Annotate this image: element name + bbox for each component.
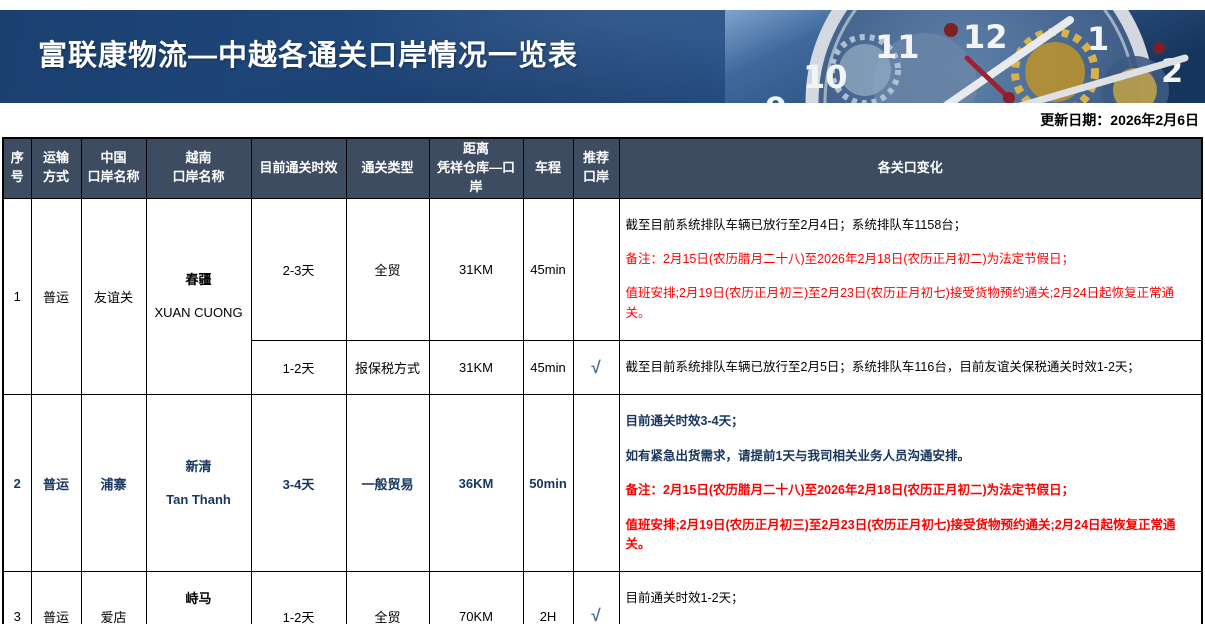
cell-recommend	[572, 197, 620, 342]
svg-text:1: 1	[1087, 20, 1109, 58]
cell-transport: 普运	[30, 571, 82, 624]
note-line: 截至目前系统排队车辆已放行至2月4日；系统排队车1158台；	[625, 217, 967, 232]
cell-distance: 31KM	[428, 340, 524, 396]
col-header-vn-port: 越南 口岸名称	[145, 137, 252, 199]
vn-port-cn: 峙马	[185, 591, 212, 607]
cell-time: 1-2天	[250, 571, 347, 624]
cell-notes: 目前通关时效3-4天； 如有紧急出货需求，请提前1天与我司相关业务人员沟通安排。…	[618, 394, 1203, 573]
table-row-puzhai: 2 普运 浦寨 新清 Tan Thanh 3-4天 一般贸易 36KM 50mi…	[2, 394, 1203, 573]
note-line: 如有紧急出货需求，请提前1天与我司相关业务人员沟通安排。	[625, 448, 970, 463]
top-margin	[0, 0, 1205, 10]
svg-text:10: 10	[803, 58, 848, 96]
note-line: 目前通关时效3-4天；	[625, 414, 744, 429]
cell-cn-port: 浦寨	[80, 394, 147, 573]
cell-cn-port: 友谊关	[80, 197, 147, 396]
cell-time: 3-4天	[250, 394, 347, 573]
banner: 富联康物流—中越各通关口岸情况一览表	[0, 10, 1205, 103]
page-title: 富联康物流—中越各通关口岸情况一览表	[38, 40, 579, 72]
col-header-transport: 运输 方式	[30, 137, 82, 199]
cell-type: 全贸	[345, 571, 430, 624]
cell-distance: 36KM	[428, 394, 524, 573]
cell-seq: 2	[2, 394, 32, 573]
svg-text:9: 9	[765, 90, 787, 103]
cell-drive: 50min	[522, 394, 574, 573]
cell-notes: 目前通关时效1-2天； 2月15日(农历腊月二十八)-2月23日(农历元月初七)…	[618, 571, 1203, 624]
cell-notes: 截至目前系统排队车辆已放行至2月4日；系统排队车1158台； 备注：2月15日(…	[618, 197, 1203, 342]
col-header-cn-port: 中国 口岸名称	[80, 137, 147, 199]
col-header-current-time: 目前通关时效	[250, 137, 347, 199]
vn-port-latin: XUAN CUONG	[154, 304, 243, 320]
note-line: 目前通关时效1-2天；	[625, 591, 744, 606]
cell-type: 报保税方式	[345, 340, 430, 396]
col-header-type: 通关类型	[345, 137, 430, 199]
ports-table: 序 号 运输 方式 中国 口岸名称 越南 口岸名称 目前通关时效 通关类型 距离…	[2, 137, 1203, 624]
update-date-row: 更新日期：2026年2月6日	[0, 103, 1205, 137]
col-header-changes: 各关口变化	[618, 137, 1203, 199]
vn-port-cn: 新清	[185, 458, 212, 474]
table-row-youyiguan-a: 1 普运 友谊关 春疆 XUAN CUONG 2-3天 全贸 31KM 45mi…	[2, 197, 1203, 396]
note-line: 值班安排;2月19日(农历正月初三)至2月23日(农历正月初七)接受货物预约通关…	[625, 286, 1175, 320]
cell-recommend	[572, 394, 620, 573]
cell-vn-port: 春疆 XUAN CUONG	[145, 197, 252, 396]
col-header-drive: 车程	[522, 137, 574, 199]
update-date: 更新日期：2026年2月6日	[1040, 112, 1199, 128]
svg-text:11: 11	[875, 28, 920, 66]
cell-type: 一般贸易	[345, 394, 430, 573]
cell-seq: 3	[2, 571, 32, 624]
cell-time: 2-3天	[250, 197, 347, 342]
vn-port-cn: 春疆	[185, 271, 212, 287]
cell-distance: 70KM	[428, 571, 524, 624]
table-row-youyiguan-b: 1-2天 报保税方式 31KM 45min √ 截至目前系统排队车辆已放行至2月…	[3, 340, 1203, 396]
table-row-aidian: 3 普运 爱店 峙马 CHI MA 1-2天 全贸 70KM 2H √ 目前通关…	[2, 571, 1203, 624]
cell-vn-port: 峙马 CHI MA	[145, 571, 252, 624]
checkmark: √	[572, 571, 620, 624]
clock-mechanism-image: 11 12 1 2 10 9	[725, 10, 1205, 103]
cell-distance: 31KM	[428, 197, 524, 342]
cell-cn-port: 爱店	[80, 571, 147, 624]
cell-transport: 普运	[30, 394, 82, 573]
note-line: 备注：2月15日(农历腊月二十八)至2026年2月18日(农历正月初二)为法定节…	[625, 251, 1075, 266]
cell-vn-port: 新清 Tan Thanh	[145, 394, 252, 573]
col-header-seq: 序 号	[2, 137, 32, 199]
header-row: 序 号 运输 方式 中国 口岸名称 越南 口岸名称 目前通关时效 通关类型 距离…	[2, 137, 1203, 199]
vn-port-latin: Tan Thanh	[166, 491, 231, 507]
note-line: 备注：2月15日(农历腊月二十八)至2026年2月18日(农历正月初二)为法定节…	[625, 483, 1075, 498]
cell-notes: 截至目前系统排队车辆已放行至2月5日；系统排队车116台，目前友谊关保税通关时效…	[618, 340, 1203, 396]
cell-drive: 45min	[522, 197, 574, 342]
cell-type: 全贸	[345, 197, 430, 342]
cell-drive: 45min	[522, 340, 574, 396]
note-line: 截至目前系统排队车辆已放行至2月5日；系统排队车116台，目前友谊关保税通关时效…	[625, 360, 1140, 375]
cell-transport: 普运	[30, 197, 82, 396]
checkmark: √	[572, 340, 620, 396]
note-line: 值班安排;2月19日(农历正月初三)至2月23日(农历正月初七)接受货物预约通关…	[625, 517, 1176, 551]
cell-drive: 2H	[522, 571, 574, 624]
col-header-distance: 距离 凭祥仓库—口岸	[428, 137, 524, 199]
cell-time: 1-2天	[250, 340, 347, 396]
cell-seq: 1	[2, 197, 32, 396]
col-header-recommend: 推荐 口岸	[572, 137, 620, 199]
svg-text:12: 12	[963, 18, 1008, 56]
